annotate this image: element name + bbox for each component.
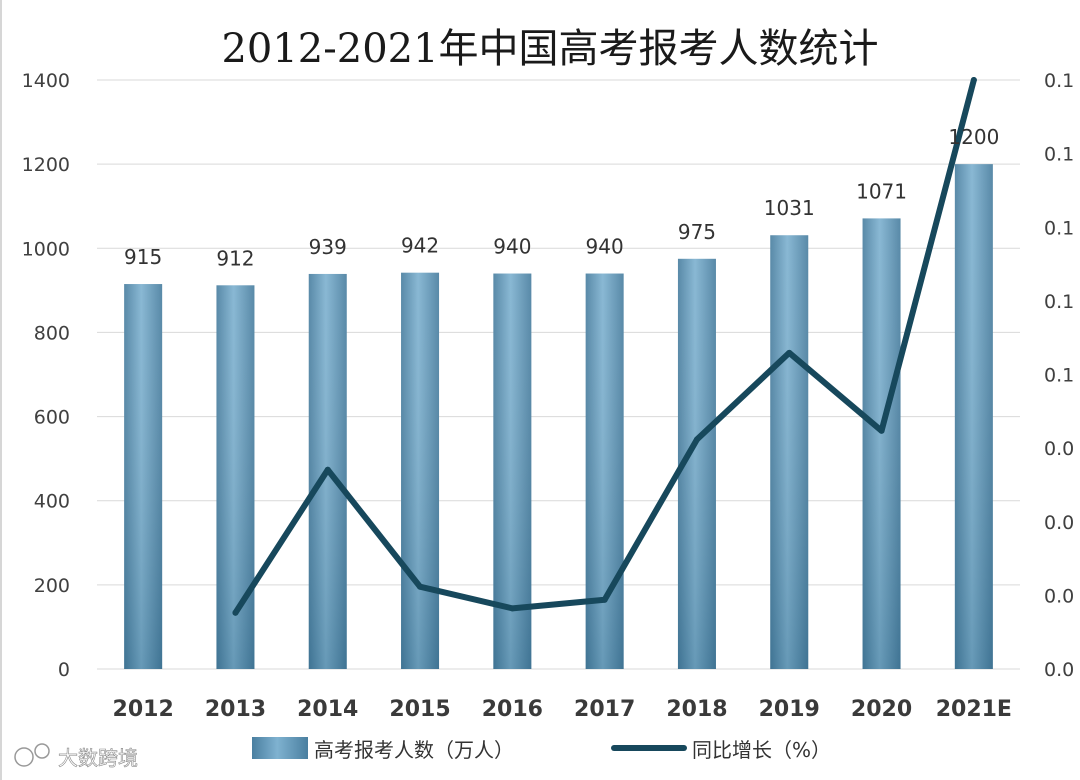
- legend: 高考报考人数（万人） 同比增长（%）: [252, 737, 831, 762]
- bar-shade: [124, 284, 163, 669]
- legend-label: 高考报考人数（万人）: [314, 738, 514, 762]
- line-point: [786, 349, 793, 356]
- chart-title: 2012-2021年中国高考报考人数统计: [221, 26, 878, 72]
- x-tick-label: 2016: [482, 697, 543, 722]
- x-tick-label: 2021E: [936, 697, 1012, 722]
- bar-shade: [770, 235, 809, 669]
- legend-label: 同比增长（%）: [692, 738, 831, 762]
- x-tick-label: 2014: [297, 697, 358, 722]
- y-right-tick-label: 0.1: [1044, 144, 1074, 166]
- logo-icon: [34, 743, 50, 759]
- line-point: [509, 605, 516, 612]
- data-label: 1200: [948, 125, 999, 149]
- y-left-tick-label: 0: [58, 659, 70, 681]
- data-label: 975: [678, 220, 716, 244]
- line-point: [970, 77, 977, 83]
- x-tick-label: 2020: [851, 697, 912, 722]
- y-left-tick-label: 800: [34, 322, 70, 344]
- y-left-tick-label: 600: [34, 407, 70, 429]
- y-right-tick-label: 0.0: [1044, 585, 1074, 607]
- data-label: 915: [124, 245, 162, 269]
- x-tick-label: 2015: [389, 697, 450, 722]
- y-left-tick-label: 1000: [22, 238, 70, 260]
- legend-swatch-bars: [252, 737, 308, 759]
- y-left-tick-label: 1200: [22, 154, 70, 176]
- bar-shade: [216, 285, 255, 669]
- y-right-tick-label: 0.1: [1044, 217, 1074, 239]
- y-right-tick-label: 0.1: [1044, 365, 1074, 387]
- watermark: 大数跨境: [14, 743, 138, 770]
- data-label: 940: [493, 235, 531, 259]
- y-right-tick-label: 0.1: [1044, 70, 1074, 92]
- watermark-text: 大数跨境: [58, 746, 138, 770]
- line-point: [417, 583, 424, 590]
- y-left-tick-label: 1400: [22, 70, 70, 92]
- line-point: [693, 436, 700, 443]
- bar-shade: [401, 272, 440, 669]
- y-right-tick-label: 0.0: [1044, 512, 1074, 534]
- logo-icon: [14, 747, 34, 767]
- line-point: [601, 596, 608, 603]
- y-right-tick-label: 0.0: [1044, 438, 1074, 460]
- y-left-tick-label: 200: [34, 575, 70, 597]
- x-tick-label: 2013: [205, 697, 266, 722]
- data-label: 912: [216, 246, 254, 270]
- x-tick-label: 2018: [666, 697, 727, 722]
- x-tick-label: 2017: [574, 697, 635, 722]
- bar-shade: [585, 273, 624, 669]
- bar-shade: [954, 164, 993, 669]
- data-label: 1071: [856, 179, 907, 203]
- line-point: [878, 427, 885, 434]
- data-label: 942: [401, 234, 439, 258]
- x-tick-label: 2012: [113, 697, 174, 722]
- data-label: 939: [309, 235, 347, 259]
- line-point: [324, 466, 331, 473]
- y-right-tick-label: 0.1: [1044, 291, 1074, 313]
- y-right-tick-label: 0.0: [1044, 659, 1074, 681]
- data-label: 940: [586, 235, 624, 259]
- data-label: 1031: [764, 196, 815, 220]
- line-point: [232, 609, 239, 616]
- bar-shade: [862, 218, 901, 670]
- y-left-tick-label: 400: [34, 491, 70, 513]
- x-tick-label: 2019: [759, 697, 820, 722]
